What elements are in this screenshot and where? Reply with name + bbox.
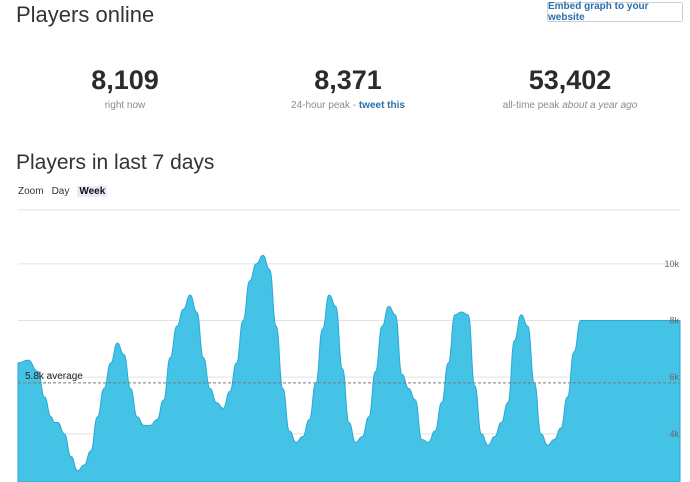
y-tick-label: 4k [669,429,679,439]
stat-24h-peak-value: 8,371 [314,65,382,95]
stat-alltime-peak-when: about a year ago [562,100,638,111]
stat-current: 8,109 right now [70,64,180,111]
tweet-this-link[interactable]: tweet this [358,100,405,111]
chart-area-series [17,254,681,482]
stat-alltime-peak-label: all-time peak about a year ago [490,100,650,111]
zoom-day-button[interactable]: Day [51,186,70,197]
stat-alltime-peak-text: all-time peak [502,100,563,111]
zoom-week-button[interactable]: Week [77,186,108,197]
stat-24h-peak: 8,371 24-hour peak - tweet this [278,64,418,111]
average-label: 5.8k average [25,371,83,382]
stat-24h-peak-label: 24-hour peak - tweet this [278,100,418,111]
y-tick-label: 10k [664,259,679,269]
zoom-label: Zoom [18,186,44,197]
players-chart: 5.8k average 10k 8k 6k 4k [17,209,681,482]
y-tick-label: 8k [669,316,679,326]
stat-alltime-peak-value: 53,402 [528,65,612,95]
stat-current-label: right now [104,100,146,111]
zoom-controls: Zoom Day Week [18,186,108,197]
y-tick-label: 6k [669,372,679,382]
y-axis-labels: 10k 8k 6k 4k [664,259,679,439]
stat-current-value: 8,109 [91,65,159,95]
stat-alltime-peak: 53,402 all-time peak about a year ago [490,64,650,111]
stat-24h-peak-text: 24-hour peak - [291,100,359,111]
chart-title: Players in last 7 days [16,151,215,174]
embed-graph-button[interactable]: Embed graph to your website [547,1,683,23]
page-title: Players online [16,2,155,27]
